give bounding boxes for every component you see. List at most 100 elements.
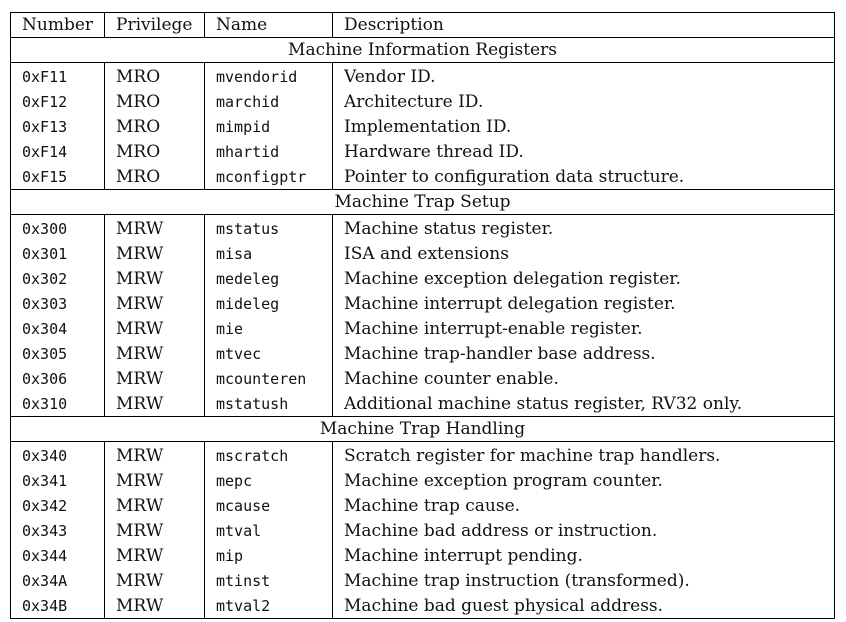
table-row: 0xF11 MRO mvendorid Vendor ID.: [10, 62, 835, 89]
cell-number: 0x303: [10, 291, 105, 316]
cell-description: Machine trap-handler base address.: [332, 341, 835, 366]
cell-name: medeleg: [204, 266, 333, 291]
cell-privilege: MRW: [104, 291, 205, 316]
cell-number: 0x340: [10, 441, 105, 468]
cell-description: Machine interrupt-enable register.: [332, 316, 835, 341]
cell-description: Vendor ID.: [332, 62, 835, 89]
cell-description: Implementation ID.: [332, 114, 835, 139]
cell-privilege: MRW: [104, 391, 205, 417]
cell-description: Architecture ID.: [332, 89, 835, 114]
table-row: 0xF12 MRO marchid Architecture ID.: [10, 89, 835, 114]
cell-privilege: MRW: [104, 214, 205, 241]
cell-description: Machine trap instruction (transformed).: [332, 568, 835, 593]
header-name: Name: [204, 12, 333, 38]
cell-name: mconfigptr: [204, 164, 333, 190]
cell-name: mtvec: [204, 341, 333, 366]
header-row: Number Privilege Name Description: [10, 12, 835, 38]
cell-name: marchid: [204, 89, 333, 114]
table-row: 0xF14 MRO mhartid Hardware thread ID.: [10, 139, 835, 164]
cell-number: 0x306: [10, 366, 105, 391]
section-title: Machine Information Registers: [10, 37, 835, 63]
table-row: 0xF15 MRO mconfigptr Pointer to configurati…: [10, 164, 835, 190]
cell-number: 0x341: [10, 468, 105, 493]
cell-number: 0xF15: [10, 164, 105, 190]
cell-number: 0xF14: [10, 139, 105, 164]
table-row: 0x302 MRW medeleg Machine exception delegat…: [10, 266, 835, 291]
cell-privilege: MRW: [104, 518, 205, 543]
cell-name: misa: [204, 241, 333, 266]
table-row: 0x303 MRW mideleg Machine interrupt delegat…: [10, 291, 835, 316]
cell-number: 0x300: [10, 214, 105, 241]
cell-number: 0x342: [10, 493, 105, 518]
cell-privilege: MRW: [104, 441, 205, 468]
cell-name: mscratch: [204, 441, 333, 468]
table-row: 0x34A MRW mtinst Machine trap instruction (…: [10, 568, 835, 593]
cell-name: mstatush: [204, 391, 333, 417]
cell-name: mvendorid: [204, 62, 333, 89]
cell-number: 0xF11: [10, 62, 105, 89]
section-title: Machine Trap Setup: [10, 189, 835, 215]
cell-description: Additional machine status register, RV32…: [332, 391, 835, 417]
table-row: 0x344 MRW mip Machine interrupt pending.: [10, 543, 835, 568]
section-header-row: Machine Information Registers: [10, 37, 835, 63]
cell-name: mideleg: [204, 291, 333, 316]
cell-name: mtinst: [204, 568, 333, 593]
table-row: 0x304 MRW mie Machine interrupt-enable regi…: [10, 316, 835, 341]
cell-description: Pointer to configuration data structure.: [332, 164, 835, 190]
cell-name: mhartid: [204, 139, 333, 164]
csr-table: Number Privilege Name Description Machin…: [10, 12, 835, 619]
cell-description: Machine counter enable.: [332, 366, 835, 391]
cell-name: mcause: [204, 493, 333, 518]
cell-number: 0x344: [10, 543, 105, 568]
cell-privilege: MRW: [104, 266, 205, 291]
cell-description: Machine bad address or instruction.: [332, 518, 835, 543]
table-row: 0x342 MRW mcause Machine trap cause.: [10, 493, 835, 518]
cell-name: mimpid: [204, 114, 333, 139]
section-title: Machine Trap Handling: [10, 416, 835, 442]
cell-number: 0x34A: [10, 568, 105, 593]
header-description: Description: [332, 12, 835, 38]
cell-description: Machine status register.: [332, 214, 835, 241]
cell-number: 0x343: [10, 518, 105, 543]
cell-name: mcounteren: [204, 366, 333, 391]
table-row: 0x341 MRW mepc Machine exception program co…: [10, 468, 835, 493]
cell-name: mtval2: [204, 593, 333, 619]
cell-number: 0x301: [10, 241, 105, 266]
table-body: Machine Information Registers 0xF11 MRO mve…: [10, 37, 835, 619]
cell-privilege: MRO: [104, 89, 205, 114]
table-row: 0x340 MRW mscratch Scratch register for mac…: [10, 441, 835, 468]
table-row: 0x306 MRW mcounteren Machine counter enable…: [10, 366, 835, 391]
cell-number: 0x304: [10, 316, 105, 341]
cell-privilege: MRW: [104, 341, 205, 366]
cell-privilege: MRW: [104, 366, 205, 391]
table-row: 0x300 MRW mstatus Machine status register.: [10, 214, 835, 241]
table-row: 0x343 MRW mtval Machine bad address or inst…: [10, 518, 835, 543]
header-number: Number: [10, 12, 105, 38]
cell-privilege: MRO: [104, 62, 205, 89]
cell-description: Hardware thread ID.: [332, 139, 835, 164]
cell-name: mtval: [204, 518, 333, 543]
cell-description: Machine interrupt delegation register.: [332, 291, 835, 316]
cell-description: Machine trap cause.: [332, 493, 835, 518]
section-header-row: Machine Trap Handling: [10, 416, 835, 442]
cell-number: 0xF12: [10, 89, 105, 114]
cell-description: Machine exception program counter.: [332, 468, 835, 493]
table-row: 0x34B MRW mtval2 Machine bad guest physical…: [10, 593, 835, 619]
header-privilege: Privilege: [104, 12, 205, 38]
cell-number: 0x310: [10, 391, 105, 417]
cell-privilege: MRO: [104, 139, 205, 164]
cell-number: 0x34B: [10, 593, 105, 619]
cell-description: Scratch register for machine trap handle…: [332, 441, 835, 468]
cell-privilege: MRW: [104, 593, 205, 619]
table-row: 0xF13 MRO mimpid Implementation ID.: [10, 114, 835, 139]
cell-number: 0x302: [10, 266, 105, 291]
cell-privilege: MRO: [104, 114, 205, 139]
cell-privilege: MRO: [104, 164, 205, 190]
cell-number: 0xF13: [10, 114, 105, 139]
cell-privilege: MRW: [104, 543, 205, 568]
cell-name: mie: [204, 316, 333, 341]
cell-name: mip: [204, 543, 333, 568]
cell-privilege: MRW: [104, 568, 205, 593]
table-row: 0x301 MRW misa ISA and extensions: [10, 241, 835, 266]
cell-description: Machine bad guest physical address.: [332, 593, 835, 619]
